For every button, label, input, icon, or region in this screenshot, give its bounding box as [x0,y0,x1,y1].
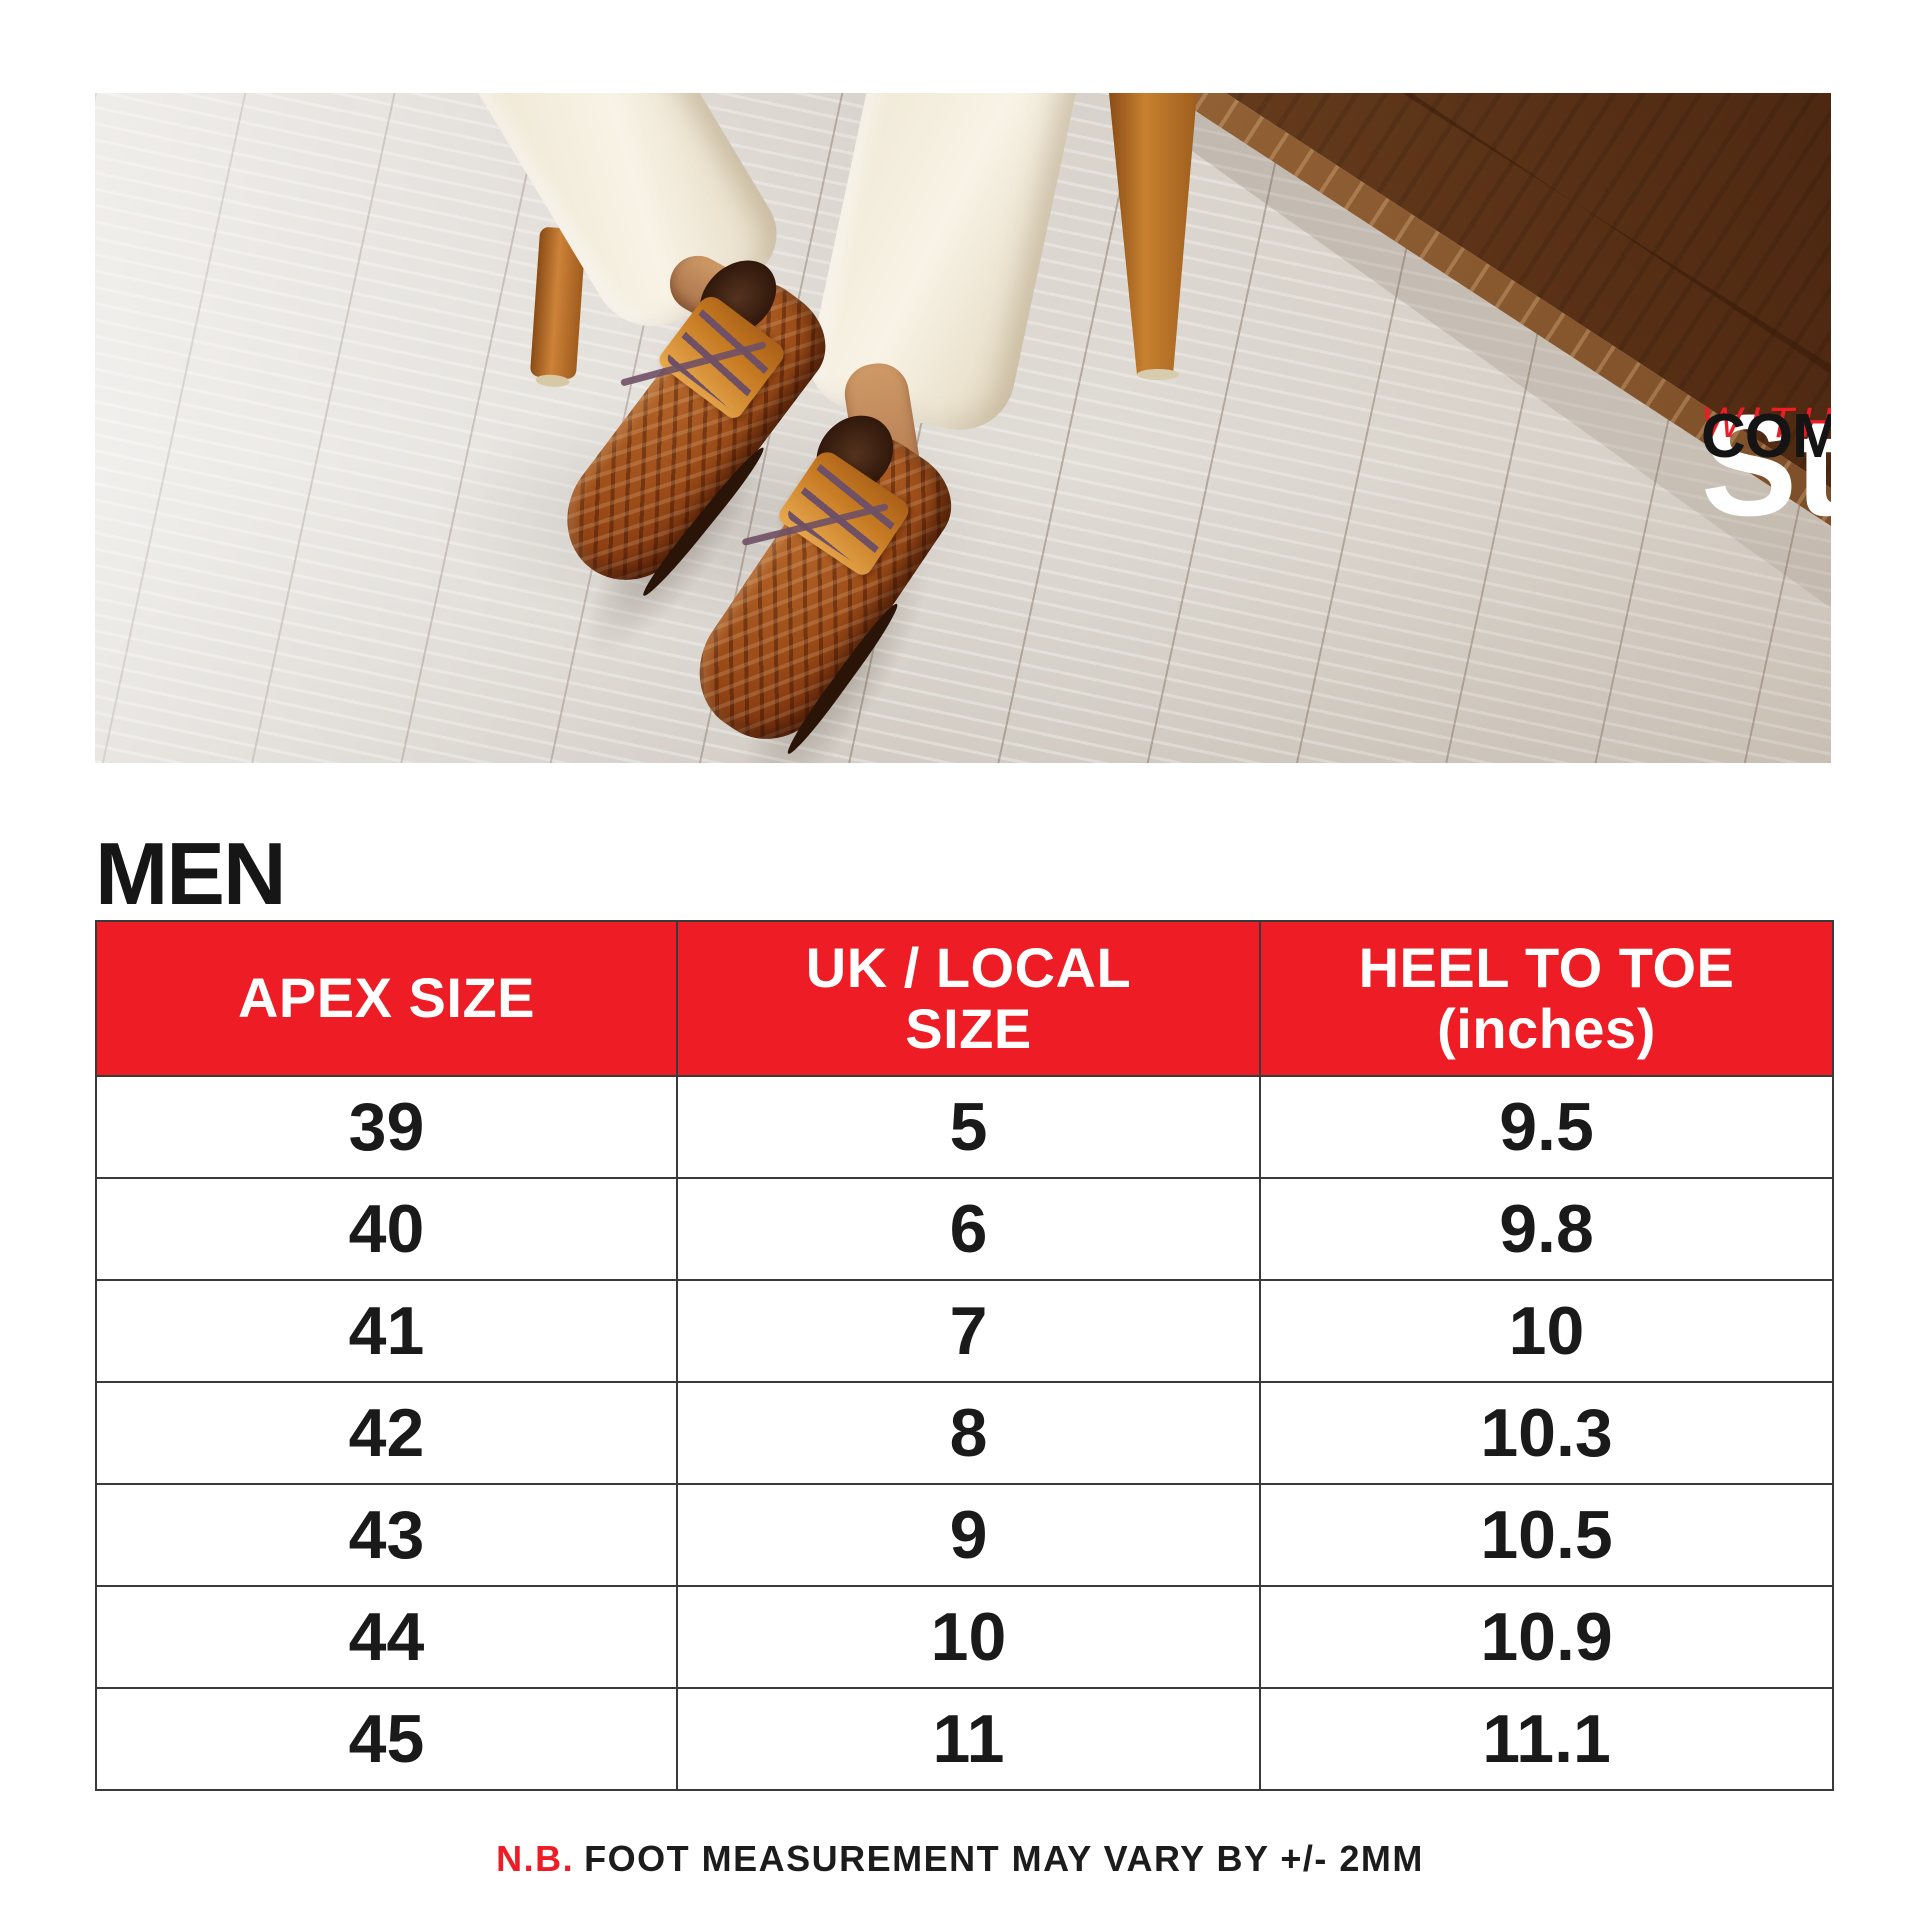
headline-style: Style [1701,385,1831,546]
column-header-apex-size: APEX SIZE [95,920,678,1077]
headline-compromise: COMPROMISE [1701,402,1831,471]
heel-to-toe-cell: 11.1 [1259,1687,1834,1791]
uk-size-cell: 8 [676,1381,1261,1485]
header-line: (inches) [1437,996,1656,1060]
header-line: SIZE [905,996,1032,1060]
uk-size-cell: 6 [676,1177,1261,1281]
uk-size-cell: 5 [676,1075,1261,1179]
size-chart-table: APEX SIZE UK / LOCAL SIZE HEEL TO TOE (inc… [95,920,1834,1791]
table-row: 39 5 9.5 [95,1075,1834,1179]
column-header-heel-to-toe: HEEL TO TOE (inches) [1259,920,1834,1077]
table-row: 44 10 10.9 [95,1585,1834,1689]
apex-size-cell: 43 [95,1483,678,1587]
table-body: 39 5 9.5 40 6 9.8 41 7 10 42 8 10.3 43 9… [95,1075,1834,1791]
table-row: 40 6 9.8 [95,1177,1834,1281]
headline-without: WITHOUT [1701,399,1831,447]
apex-size-cell: 40 [95,1177,678,1281]
apex-size-cell: 42 [95,1381,678,1485]
header-row: APEX SIZE UK / LOCAL SIZE HEEL TO TOE (inc… [95,920,1834,1077]
header-line: APEX SIZE [237,966,536,1030]
uk-size-cell: 7 [676,1279,1261,1383]
footnote-text: FOOT MEASUREMENT MAY VARY BY +/- 2MM [584,1838,1424,1879]
heel-to-toe-cell: 9.8 [1259,1177,1834,1281]
table-header: APEX SIZE UK / LOCAL SIZE HEEL TO TOE (inc… [95,920,1834,1077]
table-row: 42 8 10.3 [95,1381,1834,1485]
footnote-prefix: N.B. [496,1838,575,1879]
uk-size-cell: 9 [676,1483,1261,1587]
heel-to-toe-cell: 10.5 [1259,1483,1834,1587]
header-line: UK / LOCAL [805,936,1132,1000]
section-title-men: MEN [95,824,287,923]
heel-to-toe-cell: 10.3 [1259,1381,1834,1485]
table-row: 41 7 10 [95,1279,1834,1383]
footnote: N.B. FOOT MEASUREMENT MAY VARY BY +/- 2MM [0,1838,1920,1880]
table-row: 43 9 10.5 [95,1483,1834,1587]
heel-to-toe-cell: 10.9 [1259,1585,1834,1689]
chair-leg-foot [1137,369,1179,380]
hero-photo: Style WITHOUT COMPROMISE [95,93,1831,763]
uk-size-cell: 10 [676,1585,1261,1689]
uk-size-cell: 11 [676,1687,1261,1791]
heel-to-toe-cell: 9.5 [1259,1075,1834,1179]
heel-to-toe-cell: 10 [1259,1279,1834,1383]
apex-size-cell: 41 [95,1279,678,1383]
table-row: 45 11 11.1 [95,1687,1834,1791]
header-line: HEEL TO TOE [1358,936,1735,1000]
apex-size-cell: 44 [95,1585,678,1689]
apex-size-cell: 45 [95,1687,678,1791]
apex-size-cell: 39 [95,1075,678,1179]
column-header-uk-local-size: UK / LOCAL SIZE [676,920,1261,1077]
